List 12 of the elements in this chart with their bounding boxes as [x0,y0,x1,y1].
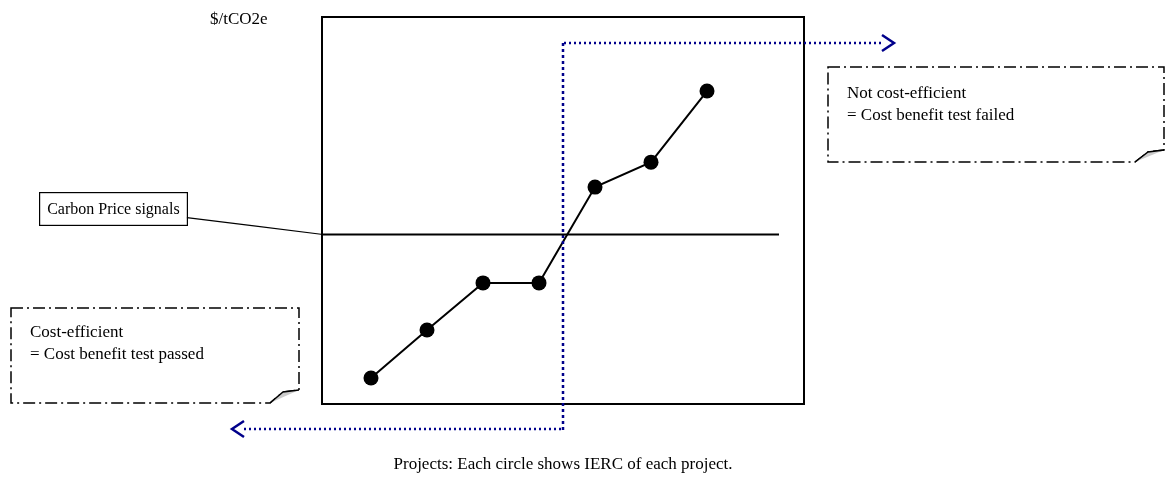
ref-line-label: Carbon Price signals [47,200,180,219]
text: Not cost-efficient = Cost benefit test failed [847,83,1015,125]
point [587,179,603,195]
point [531,275,547,291]
point [699,83,715,99]
x-axis-title: Projects: Each circle shows IERC of each project. [393,454,733,474]
text: Cost-efficient = Cost benefit test passed [30,322,205,364]
point [475,275,491,291]
y-axis-title: $/tCO2e [210,9,268,28]
point [643,154,659,170]
point [363,370,379,386]
point [419,322,435,338]
